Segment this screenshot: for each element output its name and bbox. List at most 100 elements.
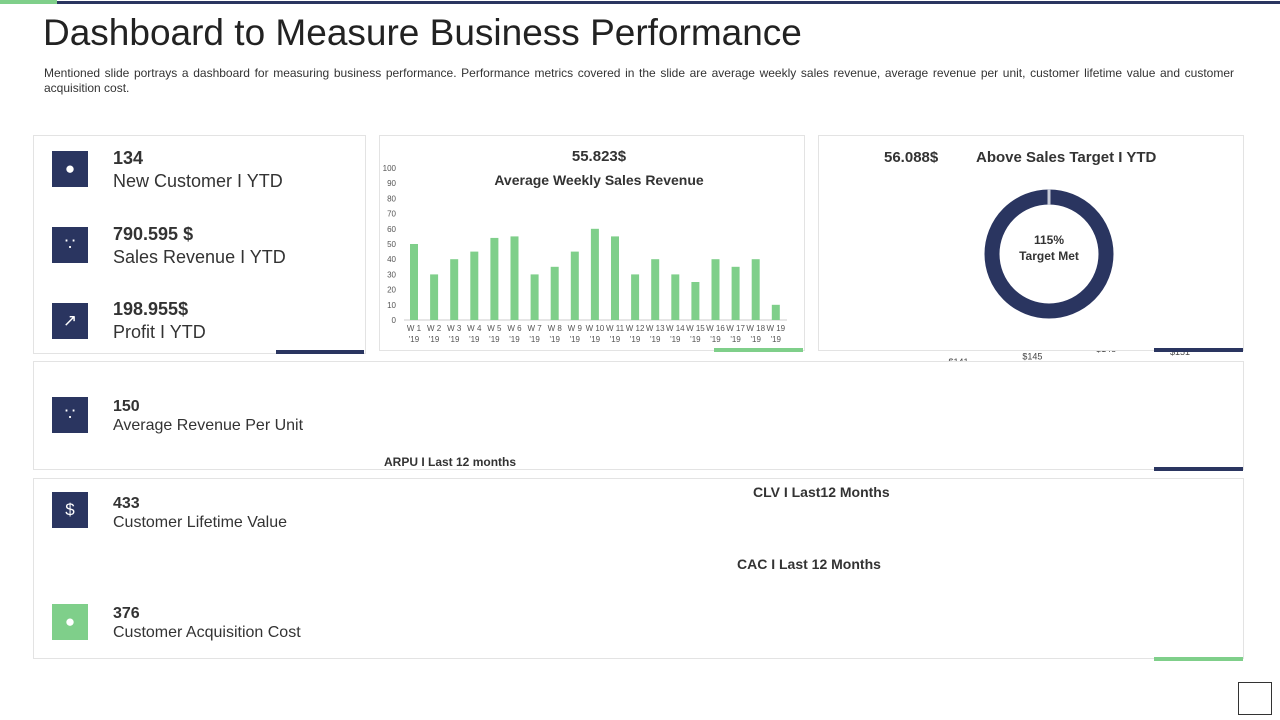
clv-cac-panel [33,478,1244,659]
page-title: Dashboard to Measure Business Performanc… [43,12,802,53]
x-tick-label: '19 [690,335,701,344]
clv-title: CLV I Last12 Months [753,484,890,500]
kpi-label: Sales Revenue I YTD [113,247,286,267]
growth-chart-icon: ↗ [52,303,88,339]
x-tick-label: W 9 [568,324,583,333]
x-tick-label: W 3 [447,324,462,333]
x-tick-label: W 4 [467,324,482,333]
bar [711,259,720,320]
x-tick-label: W 16 [706,324,725,333]
y-tick-label: 40 [387,255,396,264]
target-donut [984,189,1114,319]
x-tick-label: '19 [509,335,520,344]
bar [691,282,700,320]
panel-underline [276,350,364,354]
hand-coins-icon: ∵ [52,397,88,433]
x-tick-label: '19 [409,335,420,344]
bar [510,236,519,320]
x-tick-label: W 13 [646,324,665,333]
x-tick-label: '19 [469,335,480,344]
y-tick-label: 70 [387,210,396,219]
bar [651,259,660,320]
target-title: Above Sales Target I YTD [976,149,1157,166]
kpi-value: 134 [113,148,144,168]
x-tick-label: W 8 [548,324,563,333]
kpi-value: 376 [113,605,140,622]
weekly-headline: 55.823$ [571,148,627,165]
kpi-label: Customer Acquisition Cost [113,624,301,641]
bar [490,237,499,320]
x-tick-label: W 7 [527,324,542,333]
target-value: 56.088$ [884,149,939,166]
x-tick-label: '19 [630,335,641,344]
y-tick-label: 100 [383,164,397,173]
bar [631,274,640,320]
x-tick-label: '19 [730,335,741,344]
arpu-data-label: $145 [1022,351,1042,361]
x-tick-label: '19 [710,335,721,344]
x-tick-label: W 12 [626,324,645,333]
x-tick-label: '19 [529,335,540,344]
kpi-value: 433 [113,495,140,512]
x-tick-label: '19 [570,335,581,344]
kpi-label: Profit I YTD [113,322,206,342]
bar [550,266,559,320]
x-tick-label: W 18 [746,324,765,333]
kpi-label: New Customer I YTD [113,171,283,191]
x-tick-label: '19 [429,335,440,344]
kpi-value: 790.595 $ [113,224,194,244]
bar [671,274,680,320]
x-tick-label: W 19 [766,324,785,333]
bar [611,236,619,320]
page-description: Mentioned slide portrays a dashboard for… [44,66,1234,95]
x-tick-label: W 2 [427,324,442,333]
top-accent-navy [57,1,1280,4]
donut-percent: 115% [1033,233,1065,247]
x-tick-label: '19 [650,335,661,344]
x-tick-label: '19 [610,335,621,344]
panel-underline [714,348,803,352]
top-accent-green [0,0,57,4]
x-tick-label: W 5 [487,324,502,333]
x-tick-label: W 1 [407,324,422,333]
y-tick-label: 80 [387,194,396,203]
x-tick-label: W 10 [586,324,605,333]
kpi-value: 198.955$ [113,299,189,319]
bar [771,304,780,320]
donut-sublabel: Target Met [1019,249,1079,263]
arpu-data-label: $151 [1170,347,1190,357]
y-tick-label: 0 [392,316,397,325]
hand-user-icon: ● [52,604,88,640]
x-tick-label: W 15 [686,324,705,333]
y-tick-label: 60 [387,225,396,234]
kpi-label: Average Revenue Per Unit [113,417,304,434]
bar [570,251,579,320]
bar [530,274,539,320]
bar [470,251,479,320]
kpi-label: Customer Lifetime Value [113,514,287,531]
bar [731,266,740,320]
bar [430,274,439,320]
bar [410,244,418,320]
x-tick-label: '19 [449,335,460,344]
x-tick-label: '19 [549,335,560,344]
x-tick-label: W 17 [726,324,745,333]
x-tick-label: '19 [489,335,500,344]
kpi-value: 150 [113,398,140,415]
hands-dollar-icon: $ [52,492,88,528]
x-tick-label: '19 [750,335,761,344]
hand-coins-icon: ∵ [52,227,88,263]
bar [590,228,599,320]
y-tick-label: 30 [387,270,396,279]
x-tick-label: '19 [590,335,601,344]
hand-user-icon: ● [52,151,88,187]
bar [450,259,459,320]
weekly-title: Average Weekly Sales Revenue [494,172,704,188]
x-tick-label: W 6 [507,324,522,333]
x-tick-label: '19 [670,335,681,344]
nav-square-button[interactable] [1238,682,1272,715]
panel-underline [1154,467,1243,471]
kpi-panel [33,135,366,354]
y-tick-label: 90 [387,179,396,188]
x-tick-label: W 11 [606,324,625,333]
